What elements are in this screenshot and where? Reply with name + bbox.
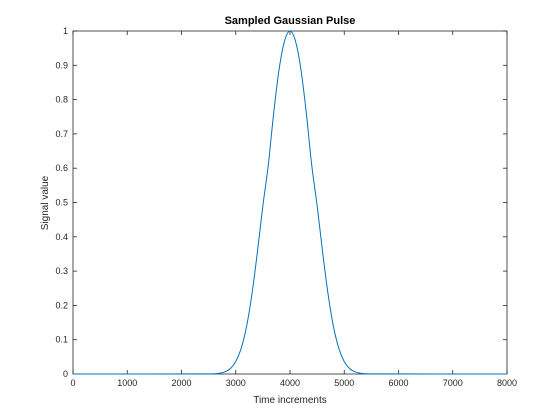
series-layer	[72, 30, 508, 375]
y-tick-label: 0.2	[55, 300, 68, 310]
y-tick-label: 0.5	[55, 198, 68, 208]
x-axis: 0 1000 2000 3000 4000 5000 6000 7000 8000	[70, 31, 517, 388]
y-tick-label: 0.1	[55, 335, 68, 345]
y-tick-label: 0.7	[55, 129, 68, 139]
y-tick-label: 0	[63, 369, 68, 379]
x-tick-label: 4000	[280, 378, 300, 388]
y-axis-label: Signal value	[40, 175, 51, 230]
y-tick-label: 0.3	[55, 266, 68, 276]
x-tick-label: 0	[70, 378, 75, 388]
y-axis: 0 0.1 0.2 0.3 0.4 0.5 0.6 0.7 0.8 0.9 1	[55, 26, 507, 379]
x-tick-label: 1000	[117, 378, 137, 388]
x-tick-label: 6000	[388, 378, 408, 388]
y-tick-label: 0.8	[55, 95, 68, 105]
x-axis-label: Time increments	[253, 395, 327, 406]
x-tick-label: 7000	[443, 378, 463, 388]
x-tick-label: 8000	[497, 378, 517, 388]
x-tick-label: 5000	[334, 378, 354, 388]
x-tick-label: 2000	[171, 378, 191, 388]
x-tick-label: 3000	[226, 378, 246, 388]
y-tick-label: 0.4	[55, 232, 68, 242]
chart-title: Sampled Gaussian Pulse	[225, 15, 356, 27]
y-tick-label: 1	[63, 26, 68, 36]
y-tick-label: 0.6	[55, 163, 68, 173]
y-tick-label: 0.9	[55, 60, 68, 70]
plot-area	[72, 30, 508, 375]
series-line	[72, 30, 508, 375]
